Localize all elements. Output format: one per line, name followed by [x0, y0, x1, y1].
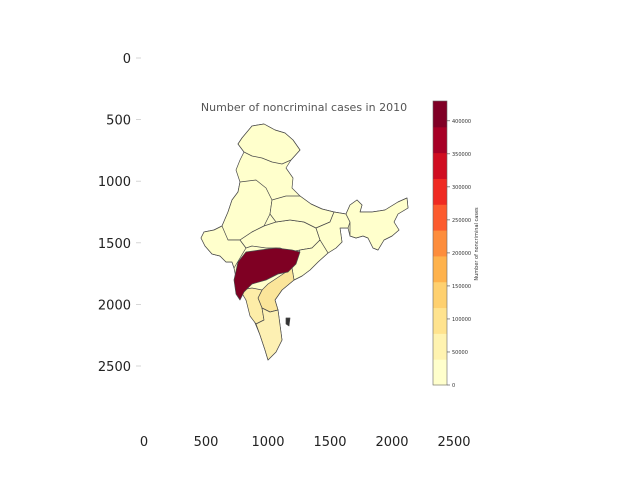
y-tick-label: 1500: [98, 237, 131, 252]
colorbar-band: [433, 307, 447, 334]
colorbar-tick-label: 50000: [452, 350, 468, 356]
colorbar: 0 50000 100000 150000 200000 250000 300000 3500…: [432, 100, 480, 389]
india-map: [200, 123, 409, 361]
region-maharashtra: [233, 247, 301, 301]
y-tick-label: 2500: [98, 360, 131, 375]
colorbar-tick-label: 0: [452, 383, 455, 389]
y-tick-label: 0: [123, 52, 131, 67]
colorbar-band: [433, 204, 447, 231]
y-axis-ticks: 0 500 1000 1500 2000 2500: [98, 52, 141, 375]
colorbar-tick-label: 300000: [452, 185, 471, 191]
colorbar-band: [433, 359, 447, 386]
region-northeast: [345, 197, 409, 251]
colorbar-tick-label: 200000: [452, 251, 471, 257]
colorbar-band: [433, 178, 447, 205]
x-tick-label: 2000: [375, 435, 408, 450]
colorbar-band: [433, 126, 447, 154]
x-tick-label: 500: [194, 435, 219, 450]
x-tick-label: 2500: [437, 435, 470, 450]
colorbar-ticks: 0 50000 100000 150000 200000 250000 300000 3500…: [447, 119, 471, 389]
map-title: Number of noncriminal cases in 2010: [201, 101, 407, 114]
colorbar-tick-label: 400000: [452, 119, 471, 125]
colorbar-label: Number of noncriminal cases: [474, 207, 480, 281]
colorbar-tick-label: 100000: [452, 317, 471, 323]
x-tick-label: 0: [140, 435, 148, 450]
region-marker: [285, 317, 291, 327]
region-north: [237, 123, 301, 165]
colorbar-band: [433, 152, 447, 179]
colorbar-tick-label: 150000: [452, 284, 471, 290]
y-tick-label: 500: [106, 114, 131, 129]
x-tick-label: 1000: [251, 435, 284, 450]
region-south: [255, 307, 283, 361]
colorbar-tick-label: 350000: [452, 152, 471, 158]
colorbar-bands: [433, 101, 447, 386]
colorbar-band: [433, 230, 447, 257]
colorbar-tick-label: 250000: [452, 218, 471, 224]
colorbar-band: [433, 101, 447, 128]
y-tick-label: 1000: [98, 175, 131, 190]
colorbar-band: [433, 255, 447, 283]
colorbar-band: [433, 281, 447, 309]
colorbar-frame: [432, 100, 448, 386]
x-axis-ticks: 0 500 1000 1500 2000 2500: [140, 435, 471, 450]
region-gujarat: [200, 225, 247, 269]
x-tick-label: 1500: [313, 435, 346, 450]
colorbar-band: [433, 333, 447, 360]
y-tick-label: 2000: [98, 298, 131, 313]
